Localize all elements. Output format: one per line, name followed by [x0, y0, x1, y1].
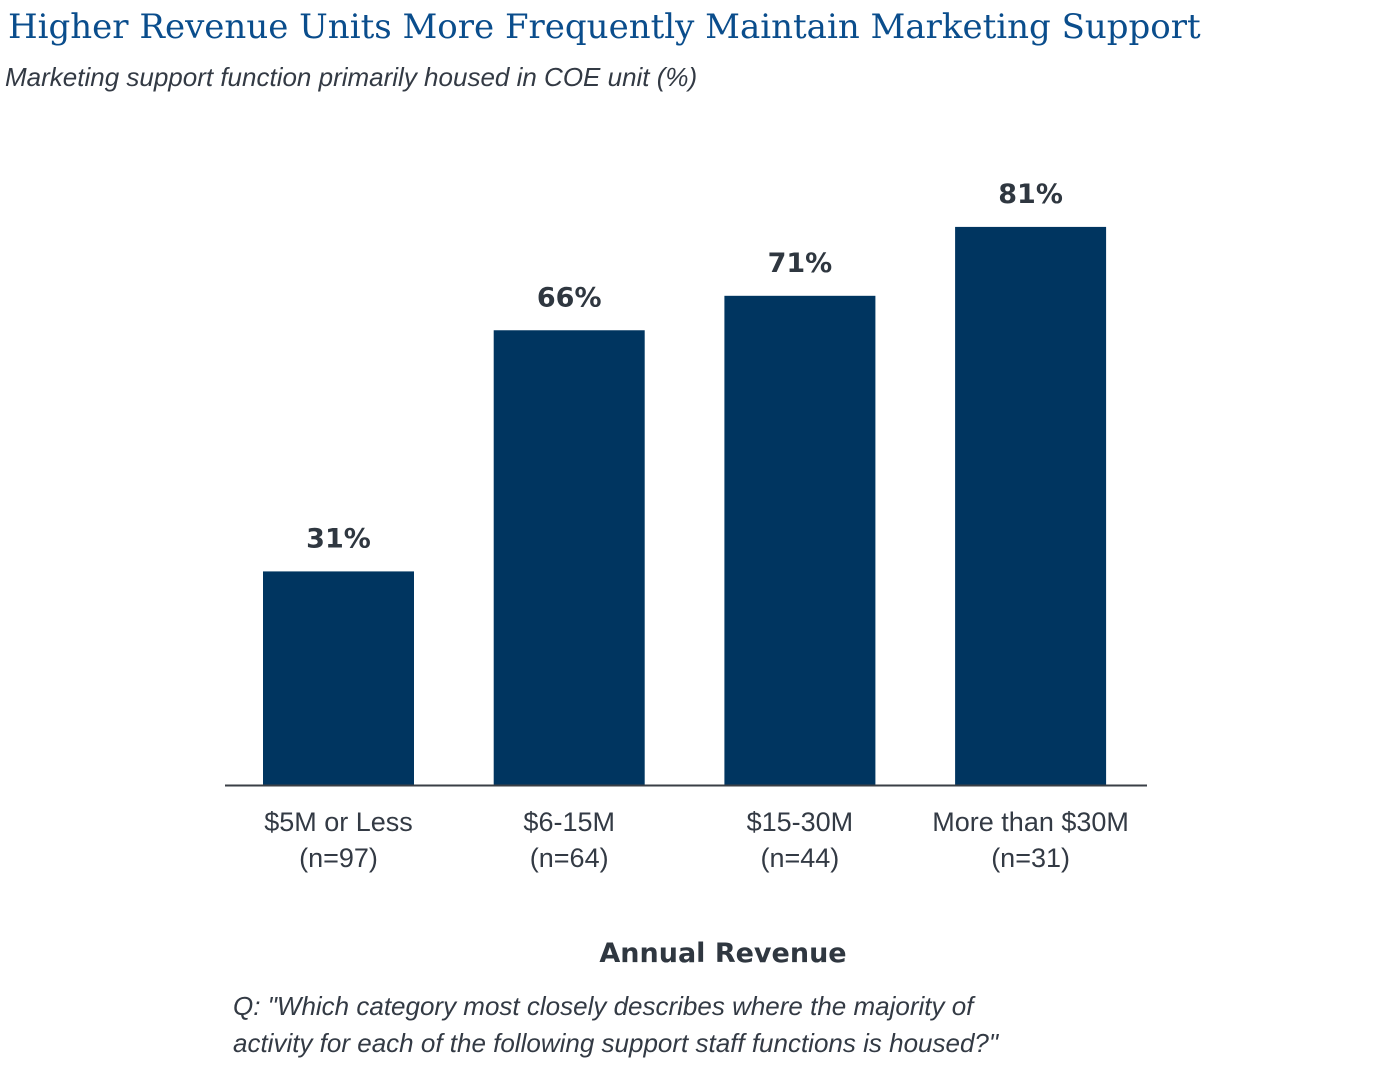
x-tick-label: More than $30M	[932, 807, 1129, 837]
sample-size-label: (n=97)	[299, 843, 378, 873]
chart-title: Higher Revenue Units More Frequently Mai…	[8, 7, 1201, 47]
bar	[263, 571, 414, 785]
x-tick-label: $15-30M	[747, 807, 854, 837]
chart-subtitle: Marketing support function primarily hou…	[5, 62, 697, 92]
bar	[493, 330, 645, 785]
question-note-line-1: Q: "Which category most closely describe…	[233, 991, 976, 1021]
x-axis-label: Annual Revenue	[599, 938, 846, 969]
data-label: 71%	[768, 248, 833, 279]
bar	[724, 295, 876, 785]
data-label: 66%	[537, 282, 602, 313]
x-tick-label: $6-15M	[523, 807, 615, 837]
x-tick-label: $5M or Less	[264, 807, 413, 837]
sample-size-label: (n=44)	[760, 843, 839, 873]
sample-size-label: (n=31)	[991, 843, 1070, 873]
data-label: 31%	[306, 523, 371, 554]
bar	[955, 226, 1107, 785]
bars: 31% $5M or Less (n=97) 66% $6-15M (n=64) 71% $1…	[263, 179, 1129, 873]
sample-size-label: (n=64)	[530, 843, 609, 873]
data-label: 81%	[998, 179, 1063, 210]
question-note-line-2: activity for each of the following suppo…	[233, 1028, 1000, 1058]
